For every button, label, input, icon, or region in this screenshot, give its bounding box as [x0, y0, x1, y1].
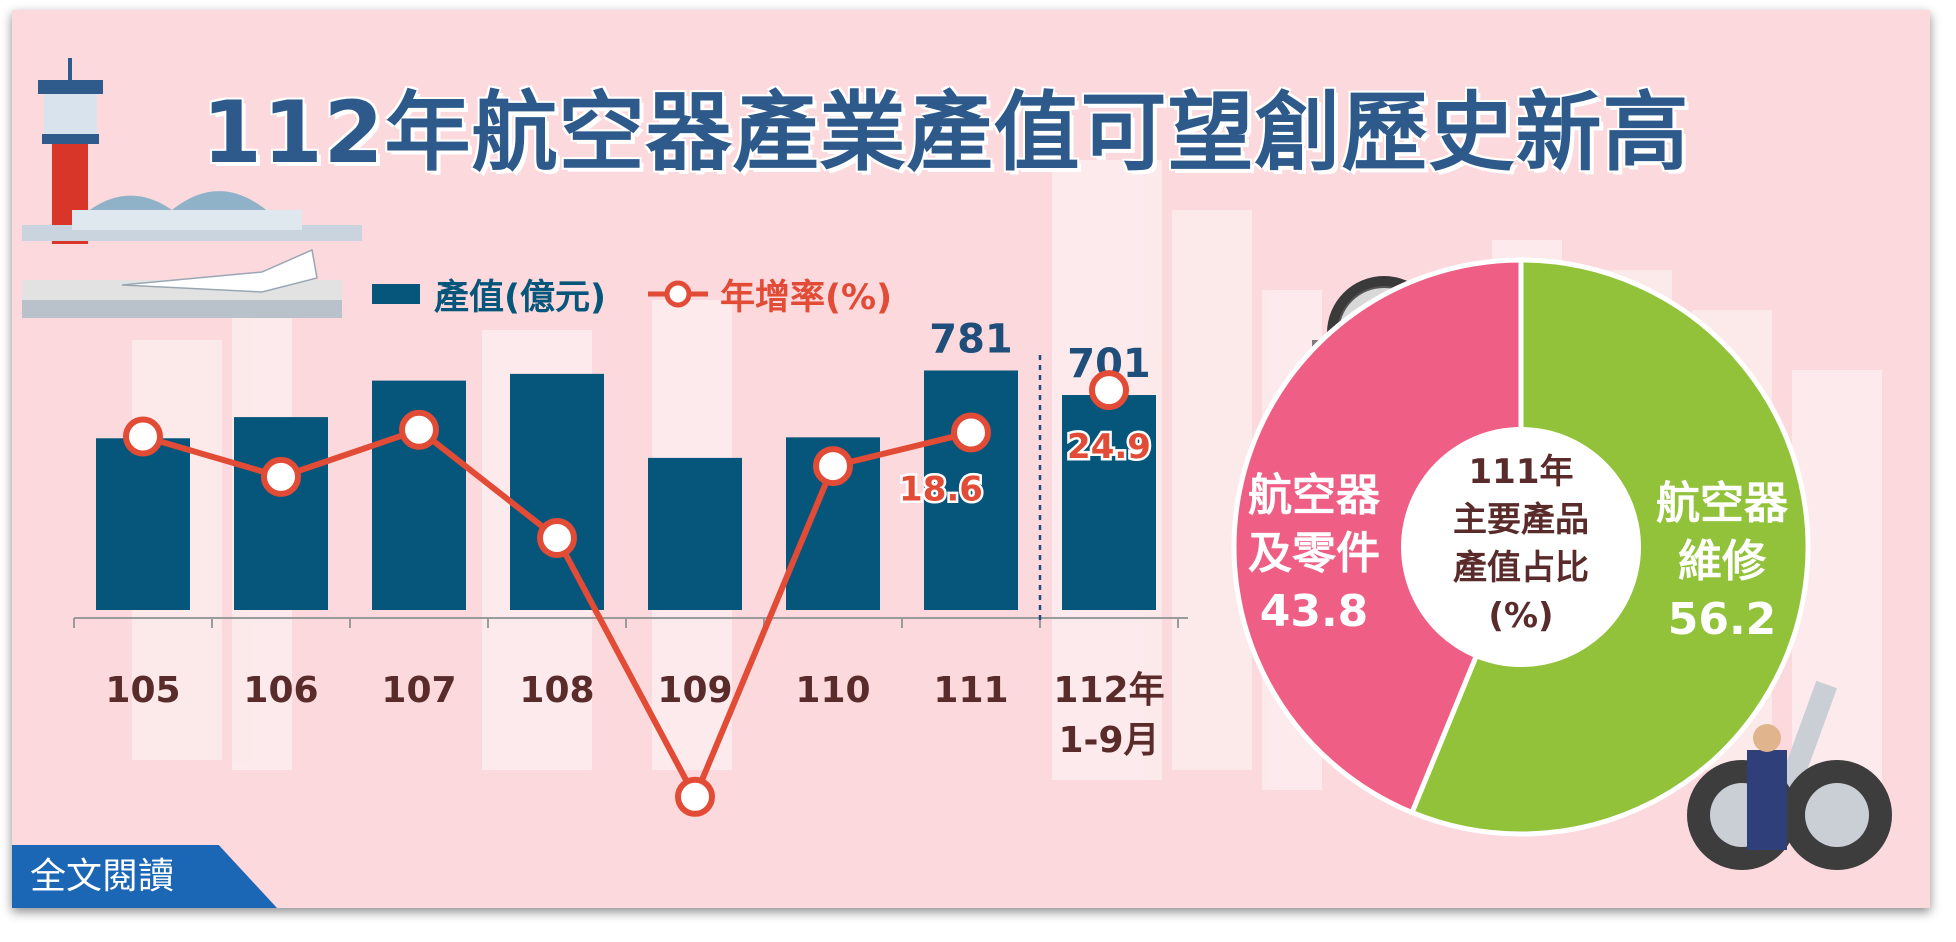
pie-slice-label: 航空器	[1656, 478, 1789, 529]
growth-rate-point-4	[675, 776, 715, 817]
legend-bar-swatch	[372, 284, 420, 304]
infographic-card: 112年航空器產業產值可望創歷史新高 產值(億元) 年增率(%) 781 701 1…	[12, 10, 1930, 908]
chart-legend: 產值(億元) 年增率(%)	[372, 272, 892, 318]
growth-rate-point-1	[261, 456, 301, 497]
pie-slice-label: 及零件	[1248, 528, 1380, 579]
pie-slice-label: 43.8	[1260, 586, 1369, 637]
legend-line-label: 年增率(%)	[720, 277, 893, 318]
category-label: 106	[243, 670, 318, 711]
growth-rate-value-label: 24.9	[1067, 427, 1151, 467]
landing-gear-technician-illustration	[1687, 680, 1892, 870]
category-label: 1-9月	[1058, 720, 1159, 761]
category-label: 105	[105, 670, 180, 711]
growth-rate-point-2	[399, 409, 439, 450]
bar-7	[1062, 395, 1156, 610]
growth-rate-point-0	[123, 416, 163, 457]
bar-3	[510, 373, 604, 610]
growth-rate-point-6	[951, 412, 991, 453]
category-label: 111	[933, 670, 1008, 711]
legend-line-swatch	[648, 280, 708, 308]
category-label: 109	[657, 670, 732, 711]
bar-value-label: 781	[929, 316, 1013, 362]
growth-rate-point-7	[1089, 370, 1129, 411]
growth-rate-point-5	[813, 446, 853, 487]
bar-1	[234, 417, 328, 610]
category-label: 112年	[1053, 670, 1164, 711]
pie-center-title: 111年	[1469, 452, 1574, 492]
pie-center-hole	[1401, 427, 1641, 667]
pie-center-title: 主要產品	[1453, 500, 1589, 540]
bar-6	[924, 370, 1018, 610]
category-label: 107	[381, 670, 456, 711]
page-title: 112年航空器產業產值可望創歷史新高	[202, 83, 1690, 183]
pie-slice-label: 維修	[1678, 536, 1767, 587]
legend-bar-label: 產值(億元)	[434, 277, 606, 318]
bar-4	[648, 457, 742, 610]
pie-center-title: 產值占比	[1453, 548, 1589, 588]
airport-tower-illustration	[22, 58, 362, 318]
growth-rate-point-3	[537, 518, 577, 559]
category-label: 110	[795, 670, 870, 711]
category-label: 108	[519, 670, 594, 711]
pie-slice-label: 航空器	[1248, 470, 1381, 521]
pie-slice-1	[1231, 257, 1524, 816]
bar-0	[96, 438, 190, 610]
pie-slice-label: 56.2	[1668, 594, 1777, 645]
pie-center-title: (%)	[1488, 596, 1553, 636]
growth-rate-value-label: 18.6	[899, 469, 983, 509]
